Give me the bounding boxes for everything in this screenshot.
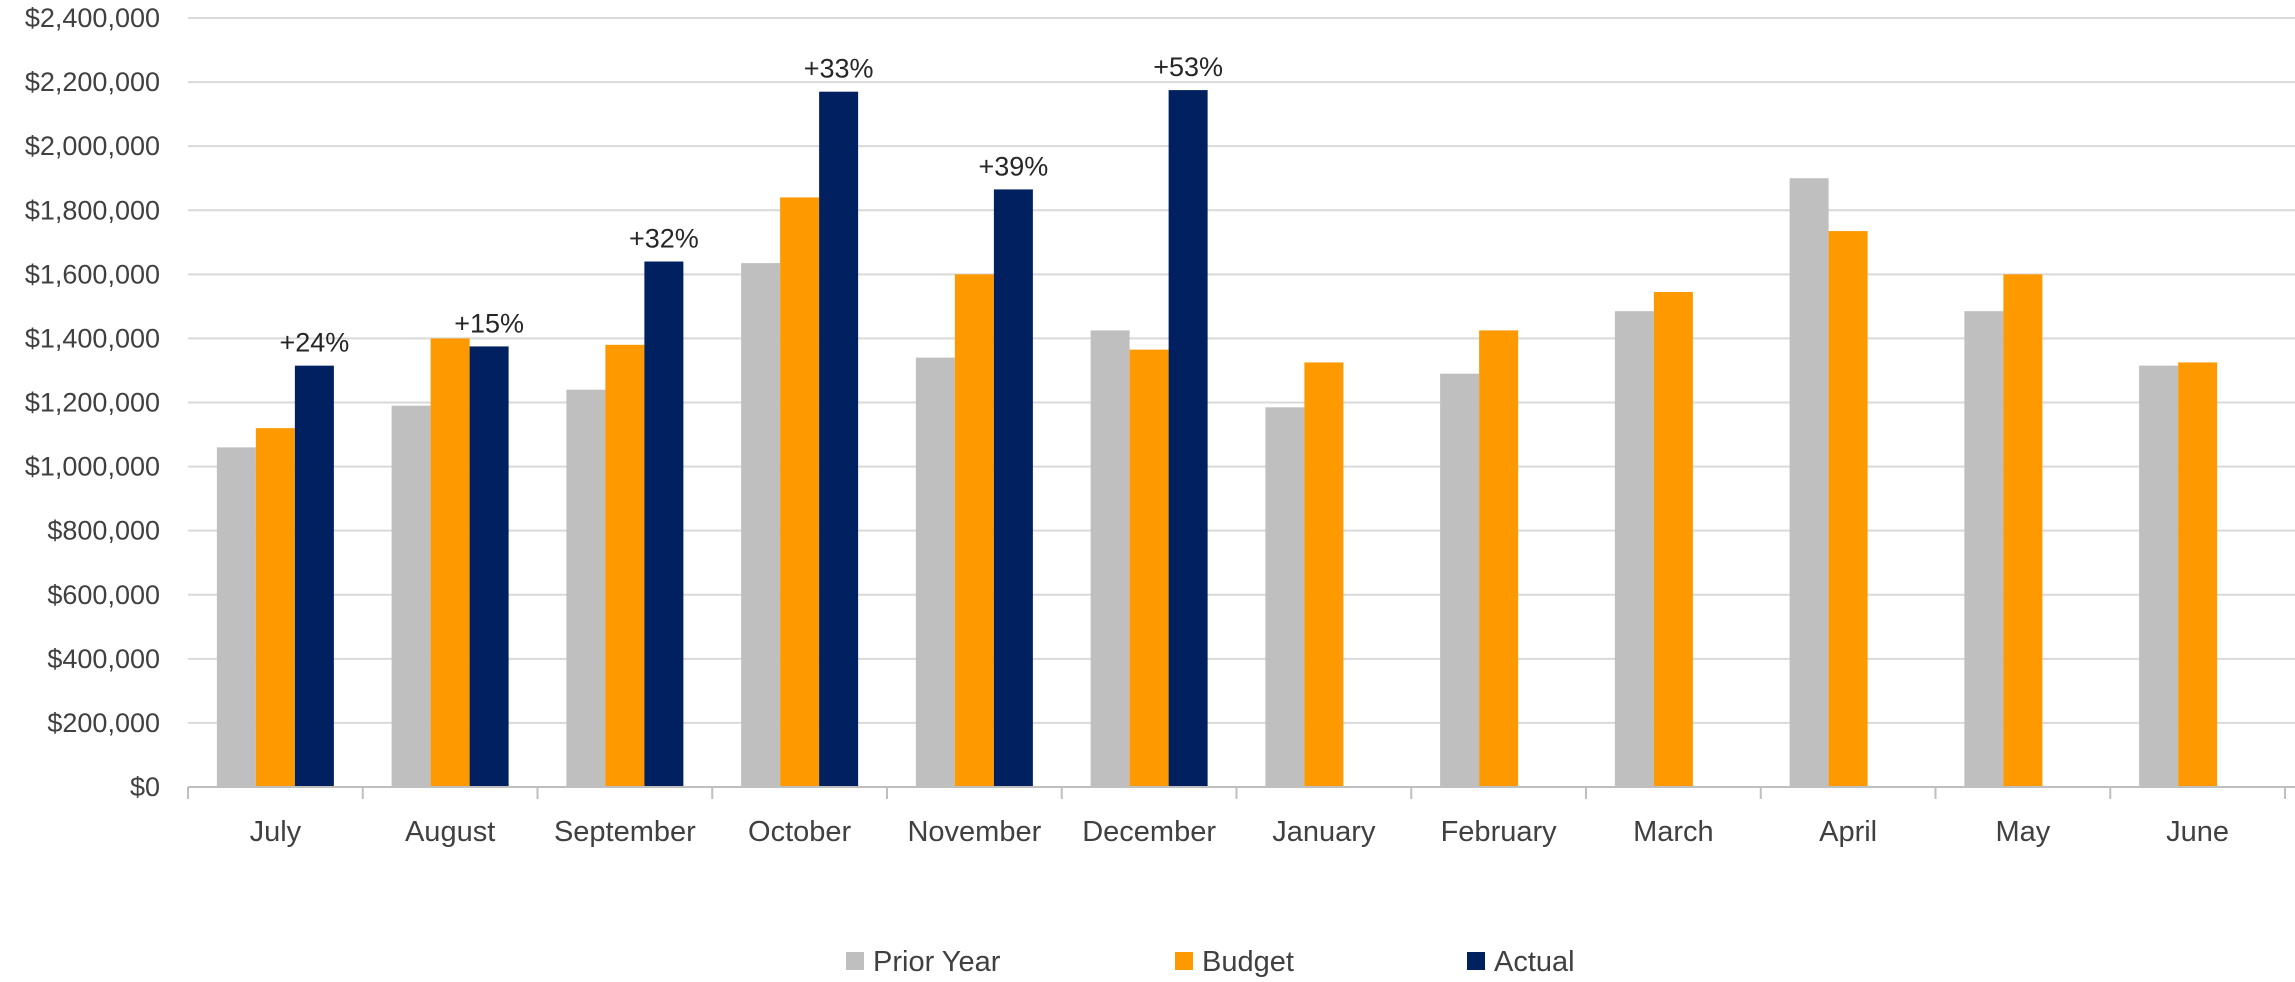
bar-prior-year <box>915 357 955 787</box>
data-label: +24% <box>279 328 349 358</box>
y-tick-label: $2,400,000 <box>25 3 160 33</box>
bar-budget <box>780 197 820 787</box>
y-tick-label: $2,000,000 <box>25 131 160 161</box>
data-label: +53% <box>1153 52 1223 82</box>
bar-budget <box>1479 330 1519 787</box>
bar-budget <box>1828 231 1868 787</box>
bar-actual <box>469 346 509 787</box>
x-category-label: May <box>1995 816 2050 848</box>
x-category-label: June <box>2166 816 2229 848</box>
bar-prior-year <box>566 389 606 787</box>
x-category-label: April <box>1819 816 1877 848</box>
gridlines <box>188 17 2295 724</box>
x-category-label: January <box>1272 816 1376 848</box>
x-category-label: February <box>1441 816 1558 848</box>
y-tick-label: $0 <box>130 772 160 802</box>
legend-swatch <box>846 952 864 970</box>
bar-prior-year <box>1440 373 1480 787</box>
legend: Prior Year Budget Actual <box>846 946 1575 978</box>
bar-prior-year <box>1090 330 1130 787</box>
bar-prior-year <box>1265 407 1305 787</box>
x-category-label: August <box>405 816 495 848</box>
legend-swatch <box>1467 952 1485 970</box>
y-tick-label: $1,000,000 <box>25 452 160 482</box>
bar-prior-year <box>1614 311 1654 787</box>
bar-prior-year <box>216 447 256 787</box>
x-axis: July August September October November Decemb… <box>187 786 2295 848</box>
y-tick-label: $1,800,000 <box>25 195 160 225</box>
bar-prior-year <box>1964 311 2004 787</box>
x-category-label: November <box>907 816 1041 848</box>
bar-actual <box>644 261 684 787</box>
legend-swatch <box>1175 952 1193 970</box>
y-tick-label: $1,400,000 <box>25 323 160 353</box>
legend-label: Actual <box>1494 946 1575 977</box>
bar-prior-year <box>391 405 431 787</box>
bar-budget <box>605 344 645 787</box>
bar-budget <box>255 428 295 787</box>
y-axis: $0 $200,000 $400,000 $600,000 $800,000 $1,000… <box>25 3 160 802</box>
bar-actual <box>1168 90 1208 787</box>
bar-budget <box>1129 349 1169 787</box>
x-category-label: July <box>250 816 302 848</box>
y-tick-label: $1,600,000 <box>25 259 160 289</box>
legend-label: Budget <box>1202 946 1294 977</box>
bars <box>216 90 2218 788</box>
bar-budget <box>1304 362 1344 787</box>
data-label: +39% <box>978 151 1048 181</box>
legend-label: Prior Year <box>873 946 1001 977</box>
x-category-label: March <box>1633 816 1714 848</box>
x-category-label: December <box>1082 816 1216 848</box>
y-tick-label: $200,000 <box>47 708 160 738</box>
bar-prior-year <box>741 263 781 787</box>
bar-budget <box>954 274 994 787</box>
x-category-label: October <box>748 816 851 848</box>
data-label: +15% <box>454 308 524 338</box>
bar-budget <box>1653 291 1693 787</box>
bar-budget <box>430 338 470 787</box>
bar-prior-year <box>1789 178 1829 788</box>
bar-budget <box>2003 274 2043 787</box>
y-tick-label: $400,000 <box>47 644 160 674</box>
x-category-label: September <box>554 816 696 848</box>
bar-prior-year <box>2139 365 2179 787</box>
bar-actual <box>294 365 334 787</box>
bar-actual <box>819 91 859 788</box>
data-labels: +24% +15% +32% +33% +39% +53% <box>279 52 1223 358</box>
bar-budget <box>2178 362 2218 787</box>
y-tick-label: $600,000 <box>47 580 160 610</box>
y-tick-label: $2,200,000 <box>25 67 160 97</box>
data-label: +32% <box>629 224 699 254</box>
data-label: +33% <box>804 54 874 84</box>
bar-actual <box>993 189 1033 787</box>
y-tick-label: $1,200,000 <box>25 388 160 418</box>
y-tick-label: $800,000 <box>47 516 160 546</box>
